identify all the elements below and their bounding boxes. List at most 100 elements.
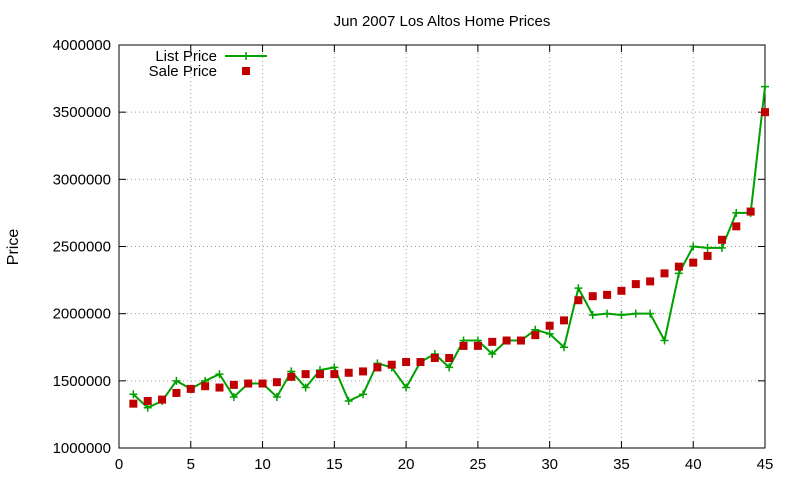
y-tick-label: 1000000 xyxy=(53,440,111,457)
sale-price-point xyxy=(272,378,281,387)
sale-price-point xyxy=(574,296,583,305)
list-price-point xyxy=(631,309,640,318)
list-price-point xyxy=(445,363,454,372)
y-tick-label: 1500000 xyxy=(53,373,111,390)
sale-price-point xyxy=(315,370,324,379)
sale-price-point xyxy=(761,108,769,117)
legend: List Price Sale Price xyxy=(149,48,267,80)
sale-price-point xyxy=(172,388,181,397)
list-price-point xyxy=(359,390,368,399)
x-tick-label: 45 xyxy=(757,456,774,473)
list-price-point xyxy=(603,309,612,318)
list-price-point xyxy=(689,242,698,251)
x-tick-label: 30 xyxy=(541,456,558,473)
sale-price-point xyxy=(344,368,353,377)
sale-price-point xyxy=(301,370,310,379)
sale-price-point xyxy=(703,251,712,260)
list-price-point xyxy=(732,208,741,217)
x-tick-labels: 0 5 10 15 20 25 30 35 40 45 xyxy=(115,456,774,473)
sale-price-point xyxy=(488,337,497,346)
x-tick-label: 10 xyxy=(254,456,271,473)
sale-price-point xyxy=(244,379,253,388)
sale-price-point xyxy=(516,336,525,345)
sale-price-point xyxy=(229,380,238,389)
list-price-point xyxy=(143,403,152,412)
list-price-point xyxy=(660,336,669,345)
x-tick-label: 5 xyxy=(187,456,195,473)
y-axis-label: Price xyxy=(5,229,22,266)
sale-price-point xyxy=(717,235,726,244)
sale-price-point xyxy=(445,353,454,362)
x-tick-label: 15 xyxy=(326,456,343,473)
sale-price-point xyxy=(603,290,612,299)
x-tick-label: 25 xyxy=(470,456,487,473)
legend-label-sale-price: Sale Price xyxy=(149,63,217,80)
sale-price-point xyxy=(330,370,339,379)
sale-price-point xyxy=(646,277,655,286)
list-price-point xyxy=(574,284,583,293)
list-price-point xyxy=(588,311,597,320)
sale-price-point xyxy=(387,360,396,369)
sale-price-point xyxy=(258,379,267,388)
y-tick-labels: 1000000 1500000 2000000 2500000 3000000 35000… xyxy=(53,37,111,457)
y-tick-label: 4000000 xyxy=(53,37,111,54)
sale-price-point xyxy=(158,395,167,404)
y-tick-label: 3500000 xyxy=(53,104,111,121)
axis-ticks xyxy=(118,44,766,449)
list-price-point xyxy=(488,349,497,358)
list-price-point xyxy=(761,82,769,91)
list-price-point xyxy=(229,392,238,401)
y-tick-label: 2500000 xyxy=(53,239,111,256)
sale-price-point xyxy=(129,399,138,408)
x-tick-label: 40 xyxy=(685,456,702,473)
legend-swatches xyxy=(225,52,267,75)
sale-price-point xyxy=(416,358,425,367)
sale-price-point xyxy=(186,384,195,393)
list-price-point xyxy=(617,311,626,320)
sale-price-point xyxy=(588,292,597,301)
y-tick-label: 2000000 xyxy=(53,306,111,323)
legend-swatch-list-price-marker xyxy=(242,52,250,60)
sale-price-point xyxy=(215,383,224,392)
sale-price-point xyxy=(689,258,698,267)
list-price-point xyxy=(344,396,353,405)
list-price-point xyxy=(545,329,554,338)
sale-price-point xyxy=(143,396,152,405)
sale-price-point xyxy=(674,262,683,271)
sale-price-point xyxy=(473,341,482,350)
list-price-point xyxy=(330,363,339,372)
list-price-point xyxy=(717,243,726,252)
x-tick-label: 0 xyxy=(115,456,123,473)
data-series xyxy=(129,82,769,412)
list-price-point xyxy=(703,243,712,252)
list-price-point xyxy=(172,376,181,385)
sale-price-point xyxy=(430,353,439,362)
list-price-point xyxy=(646,309,655,318)
sale-price-point xyxy=(545,321,554,330)
x-tick-label: 20 xyxy=(398,456,415,473)
sale-price-point xyxy=(459,341,468,350)
sale-price-point xyxy=(617,286,626,295)
sale-price-point xyxy=(373,363,382,372)
list-price-point xyxy=(272,392,281,401)
x-tick-label: 35 xyxy=(613,456,630,473)
list-price-point xyxy=(129,390,138,399)
sale-price-point xyxy=(732,222,741,231)
chart-title: Jun 2007 Los Altos Home Prices xyxy=(334,13,551,30)
list-price-point xyxy=(301,383,310,392)
sale-price-point xyxy=(631,280,640,289)
legend-swatch-sale-price-marker xyxy=(242,67,250,75)
sale-price-point xyxy=(502,336,511,345)
list-price-point xyxy=(560,343,569,352)
sale-price-point xyxy=(531,331,540,340)
list-price-point xyxy=(215,370,224,379)
sale-price-point xyxy=(359,367,368,376)
legend-label-list-price: List Price xyxy=(155,48,217,65)
sale-price-point xyxy=(201,382,210,391)
y-tick-label: 3000000 xyxy=(53,171,111,188)
sale-price-point xyxy=(746,207,755,216)
sale-price-point xyxy=(287,372,296,381)
list-price-point xyxy=(402,383,411,392)
sale-price-point xyxy=(660,269,669,278)
